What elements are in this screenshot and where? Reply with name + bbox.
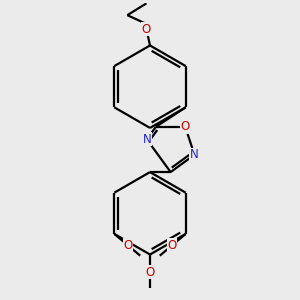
Text: O: O — [167, 239, 177, 252]
Text: N: N — [190, 148, 199, 161]
Text: N: N — [142, 133, 151, 146]
Text: O: O — [142, 23, 151, 36]
Text: O: O — [123, 239, 133, 252]
Text: O: O — [181, 120, 190, 133]
Text: O: O — [146, 266, 154, 279]
